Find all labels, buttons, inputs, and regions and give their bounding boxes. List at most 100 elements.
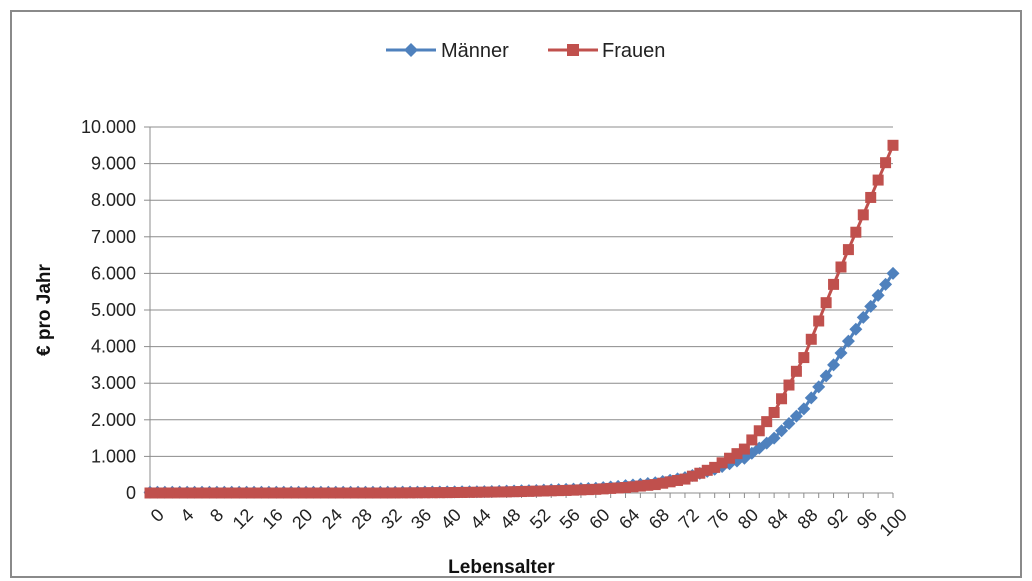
data-point [449, 487, 461, 499]
x-tick-label: 20 [288, 505, 316, 533]
data-point [849, 322, 863, 336]
data-point [501, 486, 513, 498]
data-point [397, 487, 409, 499]
data-point [597, 483, 609, 495]
data-point [612, 482, 624, 494]
data-point [523, 485, 535, 497]
data-point [174, 487, 186, 499]
data-point [471, 486, 483, 498]
data-point [538, 485, 550, 497]
x-tick-label: 40 [437, 505, 465, 533]
data-point [812, 380, 826, 394]
data-point [761, 416, 773, 428]
data-point [850, 226, 862, 238]
legend-item-maenner: Männer [386, 40, 509, 62]
data-point [196, 487, 208, 499]
data-point [798, 352, 810, 364]
data-point [144, 487, 156, 499]
data-point [322, 487, 334, 499]
y-tick-label: 7.000 [91, 227, 136, 247]
data-point [345, 487, 357, 499]
data-point [857, 209, 869, 221]
data-point [872, 174, 884, 186]
data-point [508, 486, 520, 498]
data-point [634, 480, 646, 492]
y-tick-label: 2.000 [91, 410, 136, 430]
data-point [789, 409, 803, 423]
data-point [716, 457, 728, 469]
data-point [337, 487, 349, 499]
data-point [248, 487, 260, 499]
y-tick-label: 4.000 [91, 337, 136, 357]
data-point [367, 487, 379, 499]
data-point [352, 487, 364, 499]
data-point [813, 315, 825, 327]
data-point [330, 487, 342, 499]
data-point [411, 487, 423, 499]
data-point [486, 486, 498, 498]
data-point [701, 464, 713, 476]
data-point [255, 487, 267, 499]
data-point [797, 402, 811, 416]
data-point [731, 448, 743, 460]
data-point [456, 486, 468, 498]
data-point [568, 484, 580, 496]
x-axis-ticks: 0 4 8 12 16 20 24 28 32 36 40 44 48 52 56 60 64 68 72 76 80 8… [147, 492, 911, 540]
data-point [724, 452, 736, 464]
data-point [545, 485, 557, 497]
data-point [782, 416, 796, 430]
data-point [819, 369, 833, 383]
legend-item-frauen: Frauen [548, 40, 665, 62]
data-point [426, 487, 438, 499]
data-point [211, 487, 223, 499]
series-layer [143, 139, 900, 499]
data-point [285, 487, 297, 499]
data-point [679, 473, 691, 485]
data-point [582, 484, 594, 496]
data-point [738, 443, 750, 455]
data-point [493, 486, 505, 498]
data-point [834, 346, 848, 360]
x-tick-label: 28 [348, 505, 376, 533]
data-point [270, 487, 282, 499]
data-point [441, 487, 453, 499]
x-tick-label: 92 [823, 505, 851, 533]
x-tick-label: 0 [147, 505, 168, 526]
x-tick-label: 4 [176, 505, 197, 526]
data-point [218, 487, 230, 499]
data-point [434, 487, 446, 499]
x-tick-label: 68 [645, 505, 673, 533]
data-point [374, 487, 386, 499]
data-point [827, 358, 841, 372]
data-point [181, 487, 193, 499]
data-point [404, 487, 416, 499]
gridlines [149, 126, 893, 494]
data-point [263, 487, 275, 499]
y-tick-label: 10.000 [81, 117, 136, 137]
data-point [664, 476, 676, 488]
data-point [590, 483, 602, 495]
x-tick-label: 16 [258, 505, 286, 533]
legend-label: Frauen [602, 40, 665, 62]
data-point [233, 487, 245, 499]
data-point [278, 487, 290, 499]
data-point [880, 157, 892, 169]
y-tick-label: 6.000 [91, 263, 136, 283]
legend-marker [567, 44, 579, 56]
data-point [746, 434, 758, 446]
data-point [560, 484, 572, 496]
series-frauen [144, 139, 899, 499]
data-point [694, 467, 706, 479]
data-point [775, 424, 789, 438]
x-tick-label: 8 [206, 505, 227, 526]
x-tick-label: 32 [377, 505, 405, 533]
data-point [879, 277, 893, 291]
data-point [315, 487, 327, 499]
data-point [516, 486, 527, 498]
data-point [783, 379, 795, 391]
chart-frame [10, 10, 1022, 578]
data-point [382, 487, 394, 499]
x-tick-label: 12 [229, 505, 257, 533]
data-point [856, 310, 870, 324]
y-tick-label: 1.000 [91, 446, 136, 466]
